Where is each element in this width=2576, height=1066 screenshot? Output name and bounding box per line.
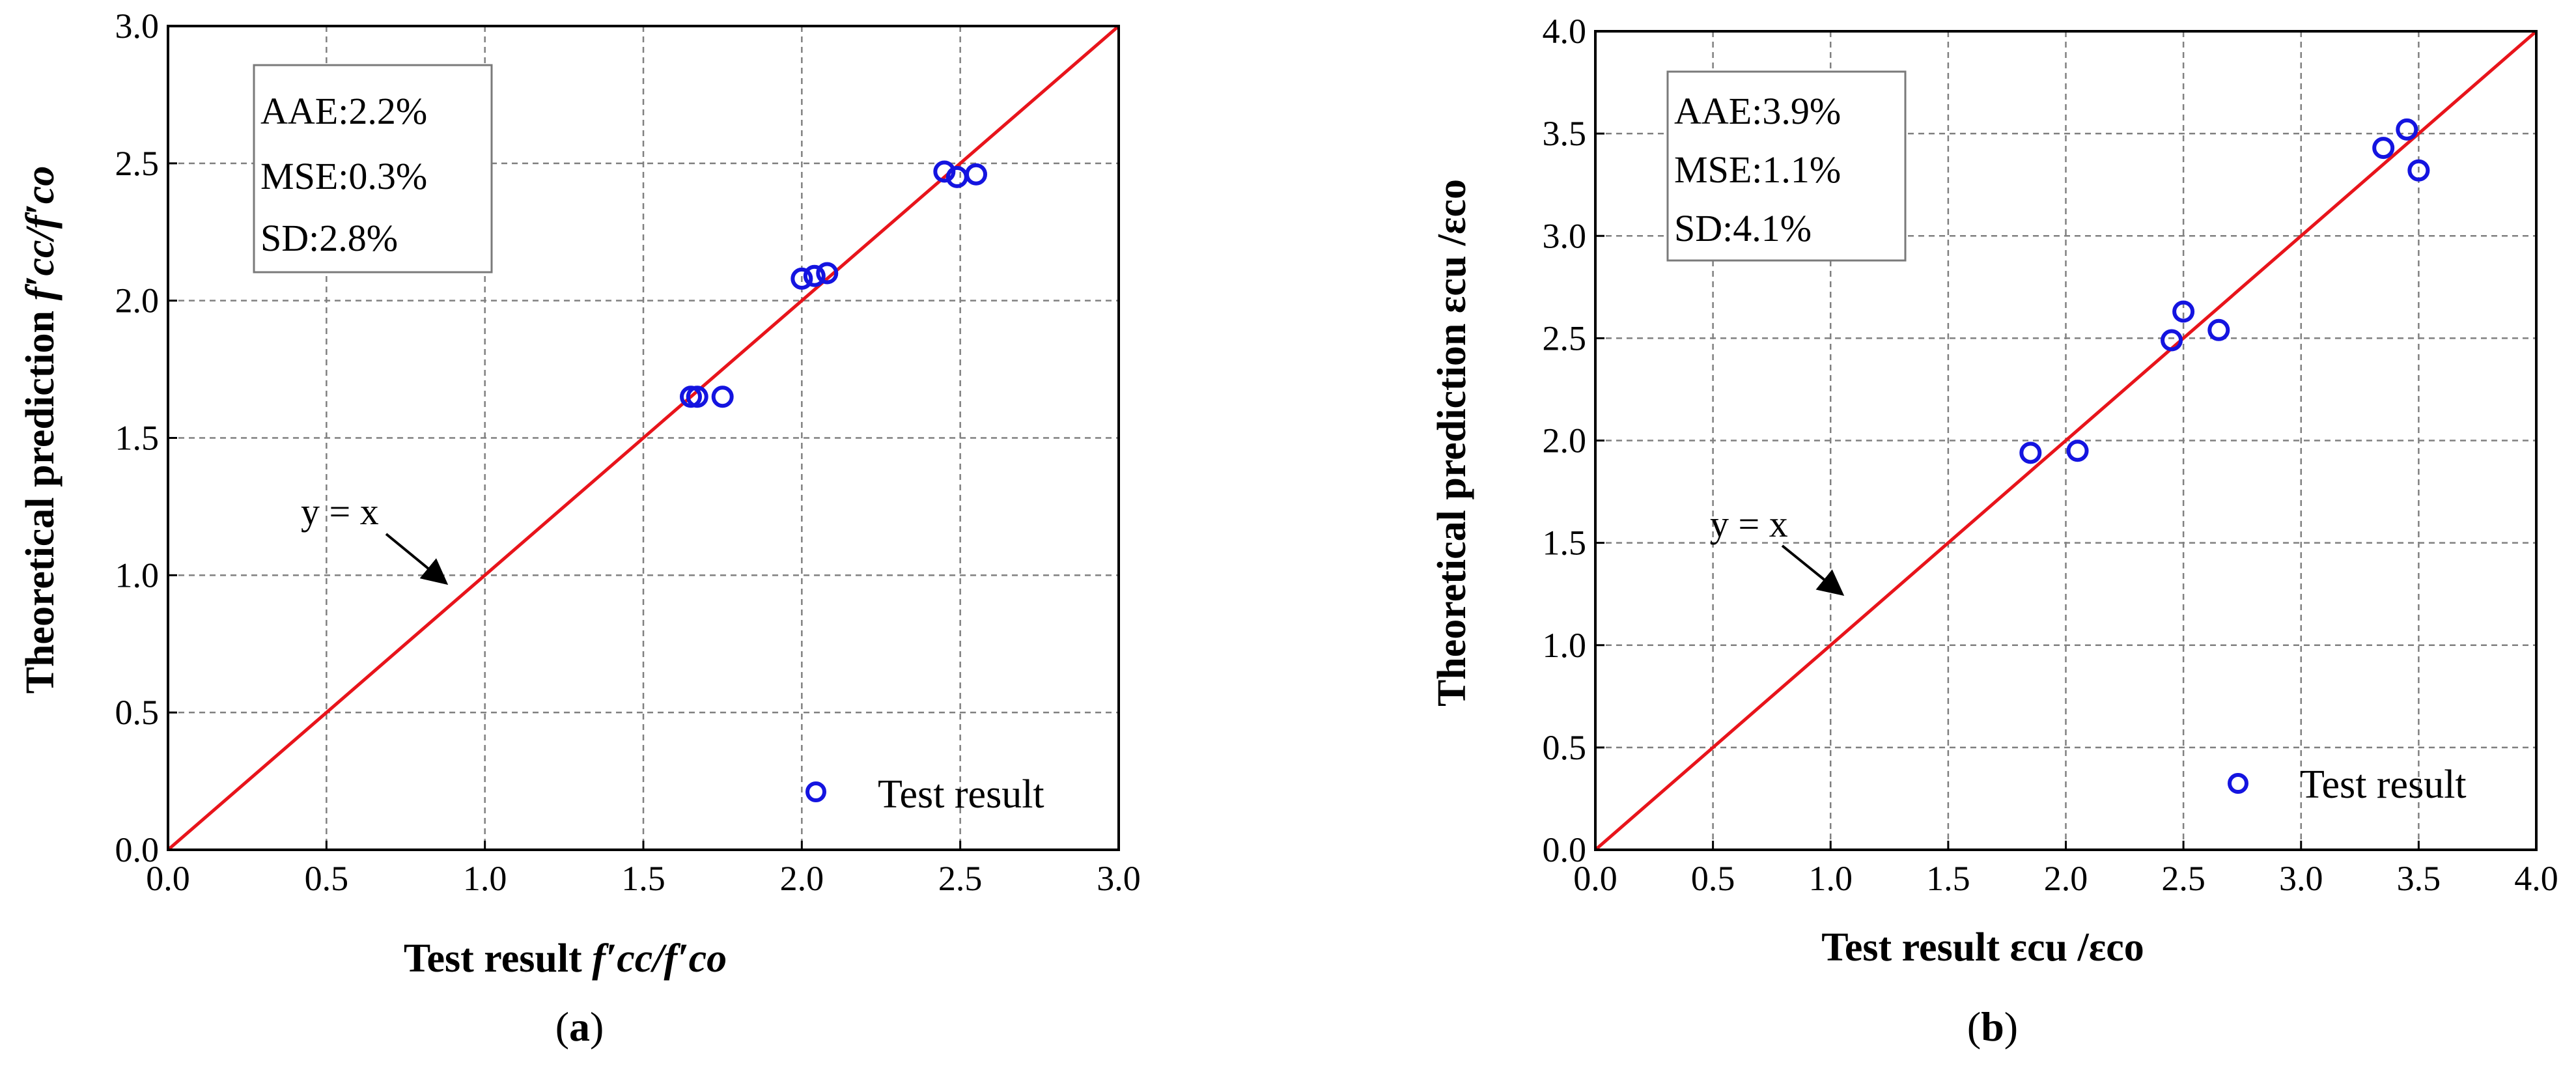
panel-a-point-6 xyxy=(933,160,956,183)
panel-a-xtick-label-0: 0.0 xyxy=(146,859,190,898)
panel-b-legend-label: Test result xyxy=(2300,763,2467,807)
panel-a-annotation: y = x xyxy=(301,490,379,533)
panel-a-ylabel-math: f′cc/f′co xyxy=(18,166,63,301)
panel-b-xtick-label-3: 1.5 xyxy=(1926,859,1970,898)
panel-b-ytick-label-5: 2.5 xyxy=(1543,318,1587,358)
panel-b-xlabel: Test result εcu /εco xyxy=(1821,925,2144,970)
panel-a-ticks: 0.0 0.5 1.0 1.5 2.0 2.5 3.0 0.0 0.5 1.0 1.5 2.0 2.5 3… xyxy=(115,7,1141,898)
panel-b-xlabel-math: εcu /εco xyxy=(2010,925,2144,970)
panel-a-ytick-label-2: 1.0 xyxy=(115,555,160,595)
panel-b-point-4 xyxy=(2207,318,2230,341)
panel-a-xtick-label-5: 2.5 xyxy=(938,859,983,898)
panel-b-ylabel-math: εcu /εco xyxy=(1430,179,1474,313)
panel-b-xtick-label-0: 0.0 xyxy=(1573,859,1617,898)
panel-b-xtick-label-7: 3.5 xyxy=(2397,859,2441,898)
panel-a-xtick-label-6: 3.0 xyxy=(1097,859,1141,898)
panel-a-ytick-label-4: 2.0 xyxy=(115,281,160,320)
panel-b-stat-aae: AAE:3.9% xyxy=(1674,90,1841,132)
panel-a-xtick-label-2: 1.0 xyxy=(463,859,507,898)
panel-a-point-8 xyxy=(965,163,987,186)
panel-b-ytick-label-4: 2.0 xyxy=(1543,421,1587,460)
panel-b-xlabel-prefix: Test result xyxy=(1821,925,2009,970)
panel-b-ytick-label-1: 0.5 xyxy=(1543,728,1587,767)
panel-a-legend-marker xyxy=(805,781,826,802)
panel-a-xtick-label-3: 1.5 xyxy=(621,859,665,898)
panel-a-ytick-label-3: 1.5 xyxy=(115,419,160,458)
panel-a-xtick-label-4: 2.0 xyxy=(780,859,824,898)
panel-b-ylabel-prefix: Theoretical prediction xyxy=(1430,313,1474,707)
panel-b-point-7 xyxy=(2407,159,2430,182)
panel-a-xlabel: Test result f′cc/f′co xyxy=(404,936,727,981)
panel-a-stats-box xyxy=(253,64,493,274)
panel-b-annotation: y = x xyxy=(1710,503,1788,545)
panel-a-stat-aae: AAE:2.2% xyxy=(260,90,427,132)
panel-b-point-5 xyxy=(2372,137,2395,160)
panel-b-ticks: 0.0 0.5 1.0 1.5 2.0 2.5 3.0 3.5 4.0 0.0 0.5 1.0 1.5 2… xyxy=(1543,12,2558,898)
panel-a-ytick-label-1: 0.5 xyxy=(115,693,160,732)
panel-b-point-1 xyxy=(2066,440,2089,462)
panel-b-stat-sd: SD:4.1% xyxy=(1674,207,1812,249)
panel-b-caption-label: b xyxy=(1981,1003,2004,1050)
panel-b-ytick-label-8: 4.0 xyxy=(1543,12,1587,51)
panel-b-stats-box xyxy=(1666,70,1907,262)
panel-a-point-5 xyxy=(816,262,839,285)
panel-a-xlabel-prefix: Test result xyxy=(404,936,592,981)
panel-b-identity-line xyxy=(1594,30,2538,851)
panel-a-stat-sd: SD:2.8% xyxy=(260,217,398,259)
panel-b-annotation-arrow xyxy=(1781,544,1845,596)
panel-b-caption: (b) xyxy=(1967,1003,2018,1050)
panel-a-point-4 xyxy=(803,264,826,287)
panel-b-legend-marker xyxy=(2228,773,2248,794)
panel-a-ytick-label-6: 3.0 xyxy=(115,7,160,46)
panel-b-xtick-label-2: 1.0 xyxy=(1809,859,1853,898)
panel-b-ytick-label-3: 1.5 xyxy=(1543,524,1587,563)
panel-a-ylabel-prefix: Theoretical prediction xyxy=(18,301,63,694)
panel-b-points xyxy=(2019,118,2430,464)
panel-a-point-2 xyxy=(711,386,734,408)
panel-b-ytick-label-6: 3.0 xyxy=(1543,216,1587,255)
panel-b-point-2 xyxy=(2161,329,2183,352)
panel-b-xtick-label-5: 2.5 xyxy=(2161,859,2205,898)
panel-a-caption: (a) xyxy=(555,1003,604,1050)
panel-a-point-3 xyxy=(791,267,813,290)
panel-a-xtick-label-1: 0.5 xyxy=(305,859,349,898)
panel-a-identity-line xyxy=(167,25,1120,851)
panel-a-legend-label: Test result xyxy=(878,772,1044,817)
panel-a-points xyxy=(680,160,987,408)
panel-b-ytick-label-0: 0.0 xyxy=(1543,830,1587,869)
panel-a-ytick-label-5: 2.5 xyxy=(115,144,160,183)
panel-a-point-0 xyxy=(680,386,702,408)
panel-a-stat-mse: MSE:0.3% xyxy=(260,155,427,197)
panel-b-stat-mse: MSE:1.1% xyxy=(1674,148,1841,191)
panel-b-point-3 xyxy=(2172,300,2195,323)
panel-b-point-0 xyxy=(2019,442,2042,464)
panel-a-point-1 xyxy=(686,386,708,408)
panel-a-annotation-arrow xyxy=(385,533,449,585)
panel-b-ylabel: Theoretical prediction εcu /εco xyxy=(1430,179,1474,707)
panel-b-xtick-label-8: 4.0 xyxy=(2514,859,2558,898)
panel-a-ytick-label-0: 0.0 xyxy=(115,830,160,869)
panel-b-ytick-label-2: 1.0 xyxy=(1543,626,1587,665)
panel-a-xlabel-math: f′cc/f′co xyxy=(592,936,727,981)
panel-b-point-6 xyxy=(2396,118,2418,141)
panel-a-ylabel: Theoretical prediction f′cc/f′co xyxy=(18,166,63,694)
panel-a-caption-label: a xyxy=(569,1003,590,1050)
panel-b-xtick-label-6: 3.0 xyxy=(2279,859,2323,898)
panel-a: AAE:2.2% MSE:0.3% SD:2.8% y = x Test res… xyxy=(18,7,1141,1050)
panel-b: AAE:3.9% MSE:1.1% SD:4.1% y = x Test res… xyxy=(1430,12,2558,1050)
panel-b-ytick-label-7: 3.5 xyxy=(1543,114,1587,153)
panel-b-xtick-label-4: 2.0 xyxy=(2044,859,2088,898)
panel-b-xtick-label-1: 0.5 xyxy=(1691,859,1735,898)
